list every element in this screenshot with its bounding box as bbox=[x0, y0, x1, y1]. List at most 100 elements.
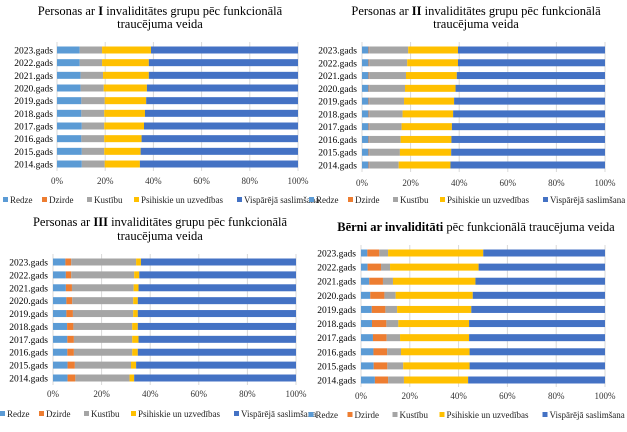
bar-segment-redze bbox=[53, 374, 68, 382]
bar-segment-vispārējā bbox=[144, 122, 298, 130]
bar-segment-psihiskie bbox=[104, 122, 145, 130]
bar-segment-vispārējā bbox=[469, 334, 605, 342]
bar-segment-vispārējā bbox=[148, 71, 298, 79]
y-category-label: 2021.gads bbox=[14, 72, 53, 82]
bar-segment-psihiskie bbox=[408, 46, 458, 54]
bar-segment-psihiskie bbox=[392, 277, 476, 285]
bar-segment-vispārējā bbox=[450, 161, 605, 169]
chart-title-line2: traucējuma veida bbox=[117, 17, 203, 31]
y-category-label: 2018.gads bbox=[14, 110, 53, 120]
bar-segment-kustību bbox=[381, 263, 391, 271]
chart-title-line2: traucējuma veida bbox=[117, 229, 203, 243]
bar-segment-psihiskie bbox=[403, 362, 470, 370]
bar-segment-psihiskie bbox=[131, 361, 137, 369]
bar-segment-kustību bbox=[369, 84, 406, 92]
y-category-label: 2017.gads bbox=[318, 123, 357, 133]
legend-label: Psihiskie un uzvedības bbox=[447, 410, 529, 420]
chart-title-part: Personas ar bbox=[33, 215, 93, 229]
x-tick-label: 60% bbox=[191, 389, 208, 399]
chart-title-part: I bbox=[98, 4, 103, 18]
bar-segment-vispārējā bbox=[150, 46, 298, 54]
bar-segment-vispārējā bbox=[138, 335, 296, 343]
bar-segment-redze bbox=[53, 348, 68, 356]
bar-segment-redze bbox=[57, 122, 82, 130]
bar-segment-redze bbox=[57, 160, 82, 168]
bar-segment-redze bbox=[57, 84, 81, 92]
legend-swatch bbox=[543, 197, 548, 202]
bar-segment-psihiskie bbox=[132, 335, 139, 343]
bar-segment-vispārējā bbox=[455, 84, 605, 92]
bar-segment-kustību bbox=[75, 374, 130, 382]
bar-segment-redze bbox=[362, 46, 369, 54]
bar-segment-vispārējā bbox=[134, 374, 296, 382]
y-category-label: 2014.gads bbox=[9, 375, 48, 385]
legend-swatch bbox=[87, 197, 92, 202]
legend-item: Vispārējā saslimšana bbox=[542, 410, 625, 420]
bar-segment-kustību bbox=[369, 148, 400, 156]
y-category-label: 2020.gads bbox=[317, 292, 356, 302]
bar-segment-psihiskie bbox=[104, 147, 141, 155]
legend-swatch bbox=[134, 197, 139, 202]
bar-segment-vispārējā bbox=[137, 310, 296, 318]
bar-segment-redze bbox=[57, 46, 80, 54]
y-category-label: 2014.gads bbox=[318, 162, 357, 172]
bar-segment-redze bbox=[361, 263, 368, 271]
legend-swatch bbox=[393, 197, 398, 202]
bar-segment-dzirde bbox=[368, 84, 370, 92]
bar-segment-kustību bbox=[81, 122, 105, 130]
bar-segment-redze bbox=[361, 348, 374, 356]
y-category-label: 2021.gads bbox=[318, 72, 357, 82]
legend-item: Redze bbox=[0, 409, 30, 419]
legend-item: Redze bbox=[3, 195, 33, 205]
legend-item: Redze bbox=[309, 195, 339, 205]
bar-segment-dzirde bbox=[368, 135, 370, 143]
bar-segment-kustību bbox=[369, 135, 401, 143]
bar-segment-dzirde bbox=[67, 348, 74, 356]
bar-segment-kustību bbox=[388, 376, 404, 384]
bar-segment-psihiskie bbox=[132, 348, 138, 356]
bar-segment-dzirde bbox=[67, 361, 75, 369]
chart-title-part: invaliditātes grupu pēc funkcionālā bbox=[108, 215, 288, 229]
bar-segment-vispārējā bbox=[457, 59, 605, 67]
y-category-label: 2015.gads bbox=[9, 362, 48, 372]
y-category-label: 2017.gads bbox=[9, 336, 48, 346]
bar-segment-psihiskie bbox=[403, 376, 469, 384]
bar-segment-psihiskie bbox=[397, 305, 472, 313]
bar-segment-vispārējā bbox=[469, 320, 605, 328]
bar-segment-psihiskie bbox=[132, 322, 138, 330]
bar-segment-psihiskie bbox=[104, 135, 142, 143]
y-category-label: 2019.gads bbox=[317, 306, 356, 316]
chart-title-part: Personas ar bbox=[38, 4, 98, 18]
bar-segment-redze bbox=[57, 109, 82, 117]
legend-swatch bbox=[440, 197, 445, 202]
legend-label: Redze bbox=[316, 195, 339, 205]
bar-segment-kustību bbox=[369, 97, 405, 105]
bar-segment-kustību bbox=[387, 348, 402, 356]
bar-segment-vispārējā bbox=[469, 348, 605, 356]
bar-segment-psihiskie bbox=[103, 71, 149, 79]
legend-item: Kustību bbox=[392, 410, 429, 420]
legend-label: Dzirde bbox=[355, 195, 380, 205]
chart-3: Personas ar III invaliditātes grupu pēc … bbox=[0, 215, 316, 419]
bar-segment-kustību bbox=[81, 97, 105, 105]
x-tick-label: 100% bbox=[595, 391, 617, 401]
legend-swatch bbox=[348, 197, 353, 202]
y-category-label: 2019.gads bbox=[318, 98, 357, 108]
bar-segment-kustību bbox=[71, 271, 135, 279]
chart-title-part: Bērni ar invaliditāti bbox=[337, 220, 444, 234]
legend-item: Psihiskie un uzvedības bbox=[439, 410, 529, 420]
bar-segment-vispārējā bbox=[140, 258, 296, 266]
bar-segment-dzirde bbox=[367, 263, 382, 271]
legend-item: Kustību bbox=[393, 195, 429, 205]
bar-segment-psihiskie bbox=[395, 291, 473, 299]
x-tick-label: 80% bbox=[239, 389, 256, 399]
bar-segment-psihiskie bbox=[405, 84, 456, 92]
bar-segment-dzirde bbox=[67, 374, 76, 382]
legend-label: Psihiskie un uzvedības bbox=[141, 195, 223, 205]
bar-segment-psihiskie bbox=[136, 258, 141, 266]
y-category-label: 2016.gads bbox=[317, 348, 356, 358]
chart-title-part: pēc funkcionālā traucējuma veida bbox=[443, 220, 615, 234]
bar-segment-psihiskie bbox=[401, 123, 452, 131]
legend-label: Redze bbox=[7, 409, 30, 419]
bar-segment-kustību bbox=[81, 160, 105, 168]
